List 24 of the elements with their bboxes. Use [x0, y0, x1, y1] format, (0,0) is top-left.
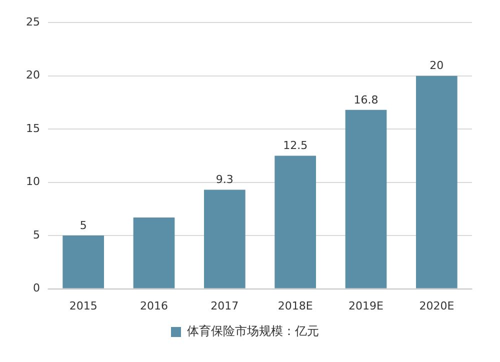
- y-tick-label: 25: [26, 15, 40, 28]
- x-tick-label: 2015: [69, 299, 98, 312]
- x-tick-label: 2019E: [348, 299, 384, 312]
- bar: [62, 236, 104, 288]
- y-tick-label: 5: [32, 228, 40, 242]
- y-tick-label: 10: [26, 175, 40, 188]
- bar: [133, 217, 175, 288]
- x-tick-label: 2017: [210, 299, 239, 312]
- data-label: 9.3: [216, 173, 234, 186]
- bar: [416, 76, 458, 288]
- x-tick-label: 2020E: [419, 299, 454, 312]
- x-tick-label: 2016: [140, 299, 168, 312]
- data-label: 20: [430, 59, 444, 72]
- bar: [274, 156, 316, 288]
- legend-label: 体育保险市场规模：亿元: [187, 324, 319, 338]
- bar: [204, 190, 246, 288]
- data-label: 16.8: [354, 93, 378, 106]
- y-tick-label: 20: [26, 68, 40, 82]
- bar: [345, 110, 387, 288]
- y-tick-label: 15: [26, 122, 40, 135]
- y-tick-label: 0: [32, 282, 40, 295]
- data-label: 12.5: [283, 139, 308, 152]
- x-tick-label: 2018E: [278, 299, 313, 312]
- data-label: 5: [80, 218, 87, 232]
